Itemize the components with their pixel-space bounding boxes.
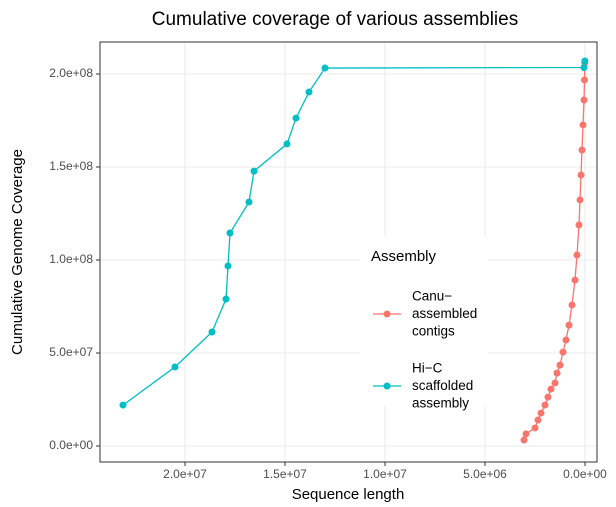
data-point: [222, 295, 230, 303]
chart-title: Cumulative coverage of various assemblie…: [152, 9, 518, 30]
x-tick-label: 0.0e+00: [563, 467, 607, 481]
x-tick-label: 1.5e+07: [263, 467, 307, 481]
x-tick-label: 1.0e+07: [363, 467, 407, 481]
data-point: [578, 146, 586, 154]
data-point: [321, 64, 329, 72]
data-point: [171, 363, 179, 371]
data-point: [208, 328, 216, 336]
data-point: [551, 379, 559, 387]
data-point: [522, 430, 530, 438]
data-point: [565, 321, 573, 329]
data-point: [580, 63, 588, 71]
legend-title: Assembly: [371, 248, 437, 265]
data-point: [305, 88, 313, 96]
data-point: [541, 401, 549, 409]
data-point: [226, 229, 234, 237]
x-tick-label: 5.0e+06: [463, 467, 507, 481]
panel-border: [99, 41, 598, 463]
data-point: [283, 140, 291, 148]
data-point: [556, 361, 564, 369]
y-tick-label: 1.0e+08: [49, 252, 93, 266]
legend-label: Canu− assembled contigs: [412, 288, 477, 338]
x-axis-title: Sequence length: [292, 486, 405, 503]
legend-key-point: [383, 382, 391, 390]
data-point: [568, 301, 576, 309]
data-point: [544, 393, 552, 401]
y-tick-label: 0.0e+00: [49, 438, 93, 452]
y-tick-label: 5.0e+07: [49, 345, 93, 359]
marks: [119, 57, 589, 444]
axes: 2.0e+07 1.5e+07 1.0e+07 5.0e+06 0.0e+00 0.0e+…: [49, 66, 607, 481]
series-line: [122, 60, 586, 406]
legend-label: Hi−C scaffolded assembly: [412, 360, 473, 410]
data-point: [571, 276, 579, 284]
data-point: [581, 76, 588, 84]
data-point: [559, 348, 567, 356]
data-point: [531, 424, 539, 432]
data-point: [224, 262, 232, 270]
data-point: [520, 436, 528, 444]
panel: [100, 42, 597, 462]
data-point: [581, 57, 589, 65]
data-point: [580, 96, 588, 104]
data-point: [576, 196, 584, 204]
legend: Assembly Canu− assembled contigs Hi−C scaffo…: [360, 236, 488, 410]
data-point: [537, 409, 545, 417]
grid: [100, 42, 597, 462]
data-point: [562, 336, 570, 344]
data-point: [250, 167, 258, 175]
data-point: [577, 171, 585, 179]
data-point: [534, 416, 542, 424]
data-point: [579, 121, 587, 129]
data-point: [553, 369, 561, 377]
data-point: [575, 221, 583, 229]
data-point: [119, 401, 127, 409]
y-tick-label: 1.5e+08: [49, 159, 93, 173]
data-point: [292, 114, 300, 122]
y-tick-label: 2.0e+08: [49, 66, 93, 80]
x-tick-label: 2.0e+07: [163, 467, 207, 481]
legend-key-point: [383, 310, 391, 318]
y-axis-title: Cumulative Genome Coverage: [9, 149, 26, 355]
data-point: [547, 385, 555, 393]
data-point: [573, 251, 581, 259]
data-point: [245, 198, 253, 206]
legend-box: [360, 236, 488, 406]
